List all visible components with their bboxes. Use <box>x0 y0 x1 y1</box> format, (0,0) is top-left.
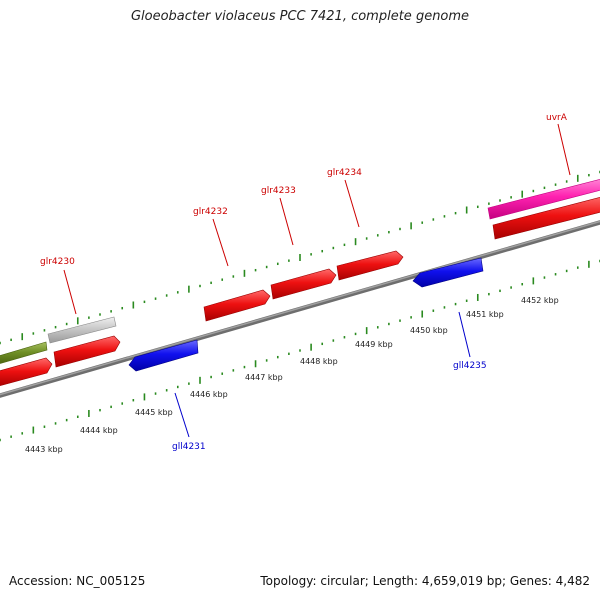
lower-scale-ticks <box>0 259 600 442</box>
gene-label: glr4232 <box>193 207 228 217</box>
gene-arrow-forward <box>336 250 404 281</box>
upper-scale-ticks <box>0 170 600 345</box>
gene-label-leader <box>344 179 360 228</box>
gene-label-leader <box>279 197 294 246</box>
gene-label-leader <box>174 392 190 438</box>
gene-label-leader <box>212 218 229 267</box>
feature-bar-green <box>0 341 48 364</box>
gene-label-leader <box>557 123 571 176</box>
gene-arrow-forward <box>203 289 271 322</box>
scale-label: 4446 kbp <box>190 390 228 399</box>
scale-label: 4449 kbp <box>355 340 393 349</box>
gene-label: glr4230 <box>40 257 75 267</box>
scale-label: 4451 kbp <box>466 310 504 319</box>
gene-label: glr4233 <box>261 186 296 196</box>
genome-backbone <box>0 220 600 398</box>
genome-summary-text: Topology: circular; Length: 4,659,019 bp… <box>260 574 590 588</box>
map-title: Gloeobacter violaceus PCC 7421, complete… <box>130 9 470 24</box>
accession-text: Accession: NC_005125 <box>9 574 146 588</box>
scale-label: 4447 kbp <box>245 373 283 382</box>
gene-arrow-forward <box>53 335 121 368</box>
gene-label: gll4231 <box>172 442 206 452</box>
scale-label: 4450 kbp <box>410 326 448 335</box>
gene-label: glr4234 <box>327 168 362 178</box>
gene-label: gll4235 <box>453 361 487 371</box>
genome-backbone-highlight <box>0 220 600 396</box>
gene-arrow-forward <box>492 196 600 240</box>
gene-label-leader <box>458 311 471 358</box>
feature-bar-pink <box>487 178 600 220</box>
scale-label: 4452 kbp <box>521 296 559 305</box>
gene-label: uvrA <box>546 113 568 123</box>
feature-bar-grey <box>47 316 117 344</box>
gene-arrow-reverse <box>412 257 484 288</box>
scale-label: 4443 kbp <box>25 445 63 454</box>
gene-arrow-forward <box>0 357 53 386</box>
scale-label: 4448 kbp <box>300 357 338 366</box>
scale-label: 4445 kbp <box>135 408 173 417</box>
scale-label: 4444 kbp <box>80 426 118 435</box>
gene-arrow-reverse <box>128 339 199 372</box>
gene-arrow-forward <box>270 268 337 300</box>
gene-label-leader <box>63 269 77 315</box>
